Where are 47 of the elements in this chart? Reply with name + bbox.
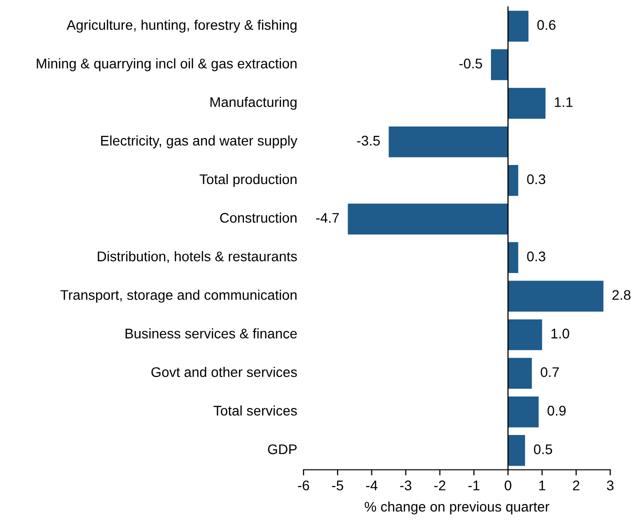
bar — [348, 204, 508, 234]
bar — [508, 10, 528, 42]
data-label: 0.7 — [540, 367, 559, 378]
bar — [508, 88, 546, 119]
data-label: 2.8 — [612, 290, 630, 300]
y-tick-label: Business services & finance — [126, 328, 297, 338]
bar — [508, 435, 526, 466]
data-label: 0.6 — [537, 20, 556, 30]
data-label: 0.3 — [527, 174, 546, 184]
data-label: 1.0 — [551, 328, 570, 338]
y-tick-label: Transport, storage and communication — [60, 290, 297, 303]
bar — [388, 126, 508, 158]
data-label: 1.1 — [554, 97, 572, 107]
data-label: -4.7 — [316, 213, 339, 223]
y-tick-label: Electricity, gas and water supply — [101, 135, 298, 148]
y-tick-label: Manufacturing — [210, 96, 297, 110]
bar — [508, 280, 604, 312]
x-tick-label: 0 — [504, 480, 512, 490]
y-tick-label: Construction — [220, 212, 296, 223]
data-label: -3.5 — [357, 136, 380, 146]
bar — [508, 319, 542, 350]
x-tick-label: -4 — [366, 480, 378, 490]
data-label: 0.9 — [548, 406, 566, 416]
x-tick-label: -6 — [298, 480, 310, 490]
y-tick-label: Total production — [200, 174, 296, 187]
x-tick-label: 2 — [573, 480, 580, 490]
data-label: 0.5 — [534, 444, 552, 454]
y-tick-label: Govt and other services — [151, 366, 297, 378]
x-tick-label: 1 — [539, 480, 546, 490]
x-tick-label: -5 — [332, 480, 344, 490]
bar — [508, 242, 518, 274]
x-tick-label: -3 — [400, 480, 412, 490]
bar — [490, 49, 508, 80]
x-axis-title: % change on previous quarter — [364, 501, 550, 514]
data-label: 0.3 — [527, 251, 546, 262]
bar — [508, 165, 518, 196]
y-tick-label: Agriculture, hunting, forestry & fishing — [66, 20, 297, 33]
y-tick-label: GDP — [268, 444, 297, 454]
y-tick-label: Total services — [214, 405, 297, 416]
y-tick-label: Mining & quarrying incl oil & gas extraction — [36, 58, 297, 72]
x-tick-label: -2 — [434, 480, 446, 490]
x-tick-label: 3 — [606, 480, 614, 490]
bar — [508, 396, 539, 428]
data-label: -0.5 — [459, 58, 482, 68]
y-tick-label: Distribution, hotels & restaurants — [98, 251, 297, 263]
bar — [508, 358, 532, 389]
x-tick-label: -1 — [468, 480, 480, 490]
